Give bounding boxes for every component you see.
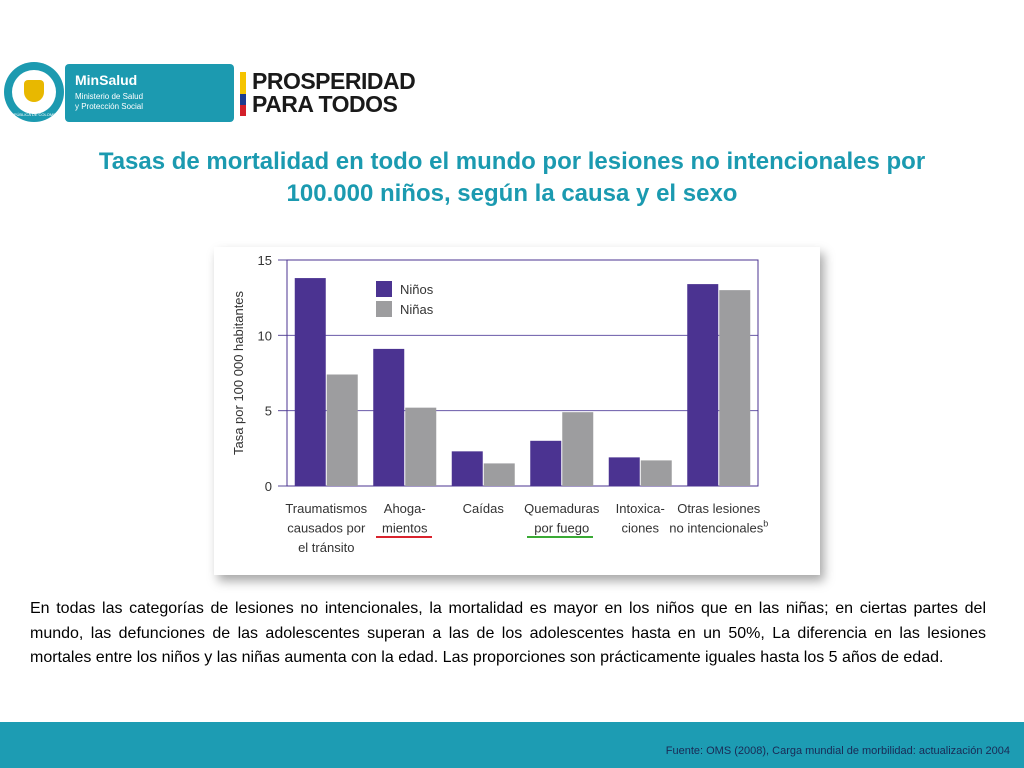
ministry-short: MinSalud <box>75 72 138 88</box>
superscript: b <box>763 519 768 529</box>
slogan-line: PROSPERIDAD <box>252 68 416 94</box>
y-tick-label: 0 <box>265 479 272 494</box>
slogan-flag <box>240 72 246 116</box>
bar <box>608 457 640 486</box>
bar <box>483 463 515 486</box>
footer: Fuente: OMS (2008), Carga mundial de mor… <box>665 745 1010 757</box>
bar <box>326 374 358 486</box>
bar <box>530 440 562 486</box>
legend-swatch <box>376 281 392 297</box>
plot-frame <box>286 259 759 487</box>
legend-label: Niñas <box>400 302 434 317</box>
y-tick-label: 15 <box>258 253 272 268</box>
bar <box>640 460 672 486</box>
y-tick-label: 10 <box>258 328 272 343</box>
y-axis-label: Tasa por 100 000 habitantes <box>231 290 246 455</box>
ministry-box: MinSalud Ministerio de Salud y Protecció… <box>65 64 234 122</box>
bar <box>373 348 405 486</box>
x-tick-label: Quemaduras por fuego <box>524 501 600 536</box>
seal-text: REPÚBLICA DE COLOMBIA <box>8 112 60 117</box>
x-tick-label: Caídas <box>463 501 505 516</box>
y-tick-label: 5 <box>265 404 272 419</box>
slogan: PROSPERIDAD PARA TODOS <box>252 68 416 117</box>
x-tick-label: Ahoga-mientos <box>382 501 428 536</box>
bar <box>687 284 719 486</box>
x-tick-label: Otras lesiones no intencionalesb <box>669 501 768 536</box>
x-tick-label: Intoxica-ciones <box>616 501 665 536</box>
title: Tasas de mortalidad en todo el mundo por… <box>98 148 926 207</box>
bar <box>294 278 326 486</box>
bar <box>562 412 594 486</box>
bar <box>451 451 483 486</box>
body-text: En todas las categorías de lesiones no i… <box>30 600 986 666</box>
chart: Tasa por 100 000 habitantes 0 5 10 15 Trauma… <box>231 253 768 555</box>
bar <box>719 290 751 486</box>
chart-box: Tasa por 100 000 habitantes 0 5 10 15 Trauma… <box>214 247 820 575</box>
footer-bar <box>0 722 1024 768</box>
x-tick-label: Traumatismos causados por el tránsito <box>285 501 367 555</box>
logo: REPÚBLICA DE COLOMBIA <box>4 62 64 122</box>
slogan-line: PARA TODOS <box>252 91 398 117</box>
ministry-line: y Protección Social <box>75 102 144 111</box>
legend-swatch <box>376 301 392 317</box>
legend-label: Niños <box>400 282 434 297</box>
ministry-line: Ministerio de Salud <box>75 92 144 101</box>
bar <box>405 407 437 486</box>
